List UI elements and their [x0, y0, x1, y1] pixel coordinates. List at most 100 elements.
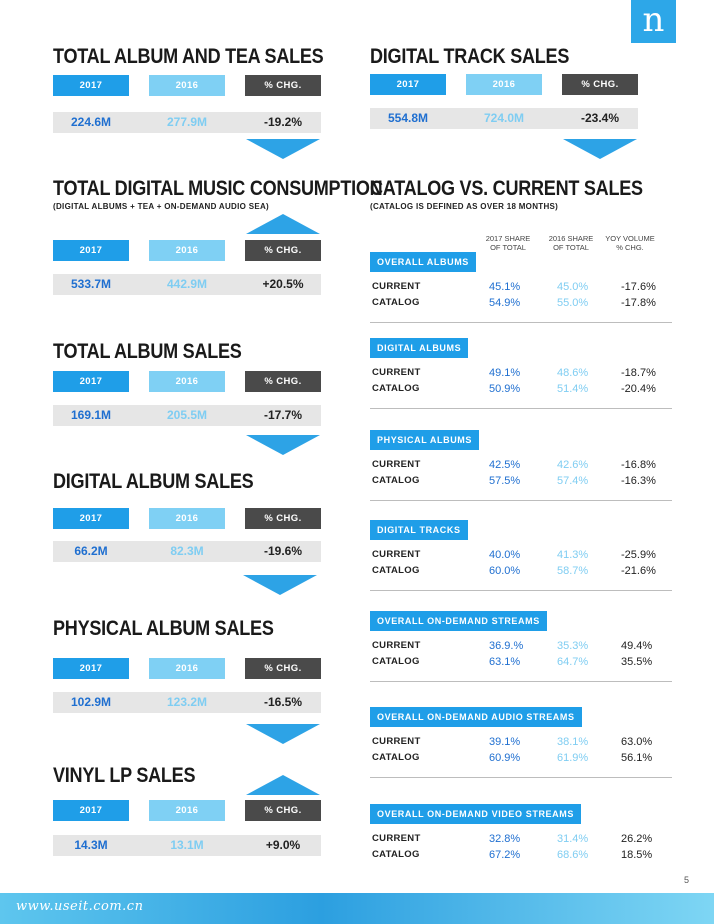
group-divider	[370, 322, 672, 323]
row-label: CATALOG	[372, 565, 420, 576]
vinyl-lp-sales-section: VINYL LP SALES	[53, 764, 343, 788]
yoy-change: 56.1%	[621, 752, 653, 764]
current-row: CURRENT 39.1% 38.1% 63.0%	[372, 734, 702, 750]
value-pct-change: -19.6%	[263, 544, 303, 558]
value-2017: 102.9M	[70, 695, 112, 709]
share-2016: 51.4%	[557, 383, 589, 395]
col-2016-share: 2016 SHARE OF TOTAL	[548, 234, 594, 252]
current-row: CURRENT 42.5% 42.6% -16.8%	[372, 457, 702, 473]
share-2017: 50.9%	[489, 383, 521, 395]
trend-down-icon	[246, 435, 320, 455]
row-label: CATALOG	[372, 656, 420, 667]
yoy-change: -16.3%	[621, 475, 656, 487]
section-title: PHYSICAL ALBUM SALES	[53, 617, 274, 640]
digital-track-block: DIGITAL TRACK SALES	[370, 45, 660, 69]
trend-down-icon	[246, 139, 320, 159]
row-label: CURRENT	[372, 736, 421, 747]
row-label: CATALOG	[372, 297, 420, 308]
yoy-change: -17.8%	[621, 297, 656, 309]
value-pct-change: -16.5%	[263, 695, 303, 709]
section-title: DIGITAL ALBUM SALES	[53, 470, 254, 493]
value-2016: 724.0M	[483, 111, 525, 125]
col-yoy-change: YOY VOLUME % CHG.	[605, 234, 655, 252]
row-label: CURRENT	[372, 459, 421, 470]
category-tag: OVERALL ON-DEMAND AUDIO STREAMS	[370, 707, 582, 727]
header-pct-change: % CHG.	[245, 240, 321, 261]
group-divider	[370, 408, 672, 409]
value-pct-change: -23.4%	[580, 111, 620, 125]
row-label: CATALOG	[372, 752, 420, 763]
category-tag: DIGITAL ALBUMS	[370, 338, 469, 358]
share-2016: 31.4%	[557, 833, 589, 845]
value-2017: 169.1M	[70, 408, 112, 422]
yoy-change: -18.7%	[621, 367, 656, 379]
row-label: CURRENT	[372, 549, 421, 560]
yoy-change: -21.6%	[621, 565, 656, 577]
current-row: CURRENT 45.1% 45.0% -17.6%	[372, 279, 702, 295]
catalog-heading: CATALOG VS. CURRENT SALES (CATALOG IS DEF…	[370, 177, 690, 211]
share-2017: 36.9.%	[489, 640, 524, 652]
value-2017: 224.6M	[70, 115, 112, 129]
current-row: CURRENT 32.8% 31.4% 26.2%	[372, 831, 702, 847]
category-tag: OVERALL ON-DEMAND VIDEO STREAMS	[370, 804, 581, 824]
header-pct-change: % CHG.	[245, 75, 321, 96]
row-label: CURRENT	[372, 833, 421, 844]
catalog-row: CATALOG 54.9% 55.0% -17.8%	[372, 295, 702, 311]
header-2017: 2017	[370, 74, 446, 95]
header-2016: 2016	[466, 74, 542, 95]
value-2016: 82.3M	[170, 544, 204, 558]
current-row: CURRENT 36.9.% 35.3% 49.4%	[372, 638, 702, 654]
total-album-tea-sales-section: TOTAL ALBUM AND TEA SALES	[53, 45, 343, 69]
section-title: VINYL LP SALES	[53, 764, 196, 787]
header-2016: 2016	[149, 508, 225, 529]
share-2016: 68.6%	[557, 849, 589, 861]
value-2016: 123.2M	[166, 695, 208, 709]
row-label: CURRENT	[372, 281, 421, 292]
value-2016: 205.5M	[166, 408, 208, 422]
share-2017: 39.1%	[489, 736, 521, 748]
share-2016: 61.9%	[557, 752, 589, 764]
catalog-title: CATALOG VS. CURRENT SALES	[370, 177, 643, 200]
yoy-change: -17.6%	[621, 281, 656, 293]
value-pct-change: -17.7%	[263, 408, 303, 422]
share-2017: 67.2%	[489, 849, 521, 861]
nielsen-logo: n	[631, 0, 676, 43]
share-2017: 49.1%	[489, 367, 521, 379]
yoy-change: 63.0%	[621, 736, 653, 748]
header-2016: 2016	[149, 75, 225, 96]
yoy-change: -16.8%	[621, 459, 656, 471]
value-2017: 533.7M	[70, 277, 112, 291]
catalog-row: CATALOG 50.9% 51.4% -20.4%	[372, 381, 702, 397]
value-pct-change: +20.5%	[262, 277, 304, 291]
share-2017: 57.5%	[489, 475, 521, 487]
share-2017: 54.9%	[489, 297, 521, 309]
trend-up-icon	[246, 775, 320, 795]
value-row: 554.8M 724.0M -23.4%	[370, 108, 638, 129]
value-2016: 277.9M	[166, 115, 208, 129]
header-2016: 2016	[149, 658, 225, 679]
header-2017: 2017	[53, 800, 129, 821]
trend-down-icon	[563, 139, 637, 159]
group-divider	[370, 590, 672, 591]
value-row: 66.2M 82.3M -19.6%	[53, 541, 321, 562]
share-2016: 55.0%	[557, 297, 589, 309]
total-digital-consumption-section: TOTAL DIGITAL MUSIC CONSUMPTION (DIGITAL …	[53, 177, 383, 211]
section-title: TOTAL ALBUM SALES	[53, 340, 242, 363]
share-2017: 42.5%	[489, 459, 521, 471]
share-2016: 38.1%	[557, 736, 589, 748]
share-2017: 60.0%	[489, 565, 521, 577]
category-tag: OVERALL ON-DEMAND STREAMS	[370, 611, 547, 631]
value-2016: 13.1M	[170, 838, 204, 852]
share-2017: 63.1%	[489, 656, 521, 668]
current-row: CURRENT 49.1% 48.6% -18.7%	[372, 365, 702, 381]
value-pct-change: -19.2%	[263, 115, 303, 129]
yoy-change: -20.4%	[621, 383, 656, 395]
share-2016: 41.3%	[557, 549, 589, 561]
header-2016: 2016	[149, 240, 225, 261]
row-label: CURRENT	[372, 640, 421, 651]
yoy-change: 35.5%	[621, 656, 653, 668]
share-2017: 60.9%	[489, 752, 521, 764]
value-2017: 66.2M	[74, 544, 108, 558]
trend-up-icon	[246, 214, 320, 234]
value-pct-change: +9.0%	[265, 838, 301, 852]
